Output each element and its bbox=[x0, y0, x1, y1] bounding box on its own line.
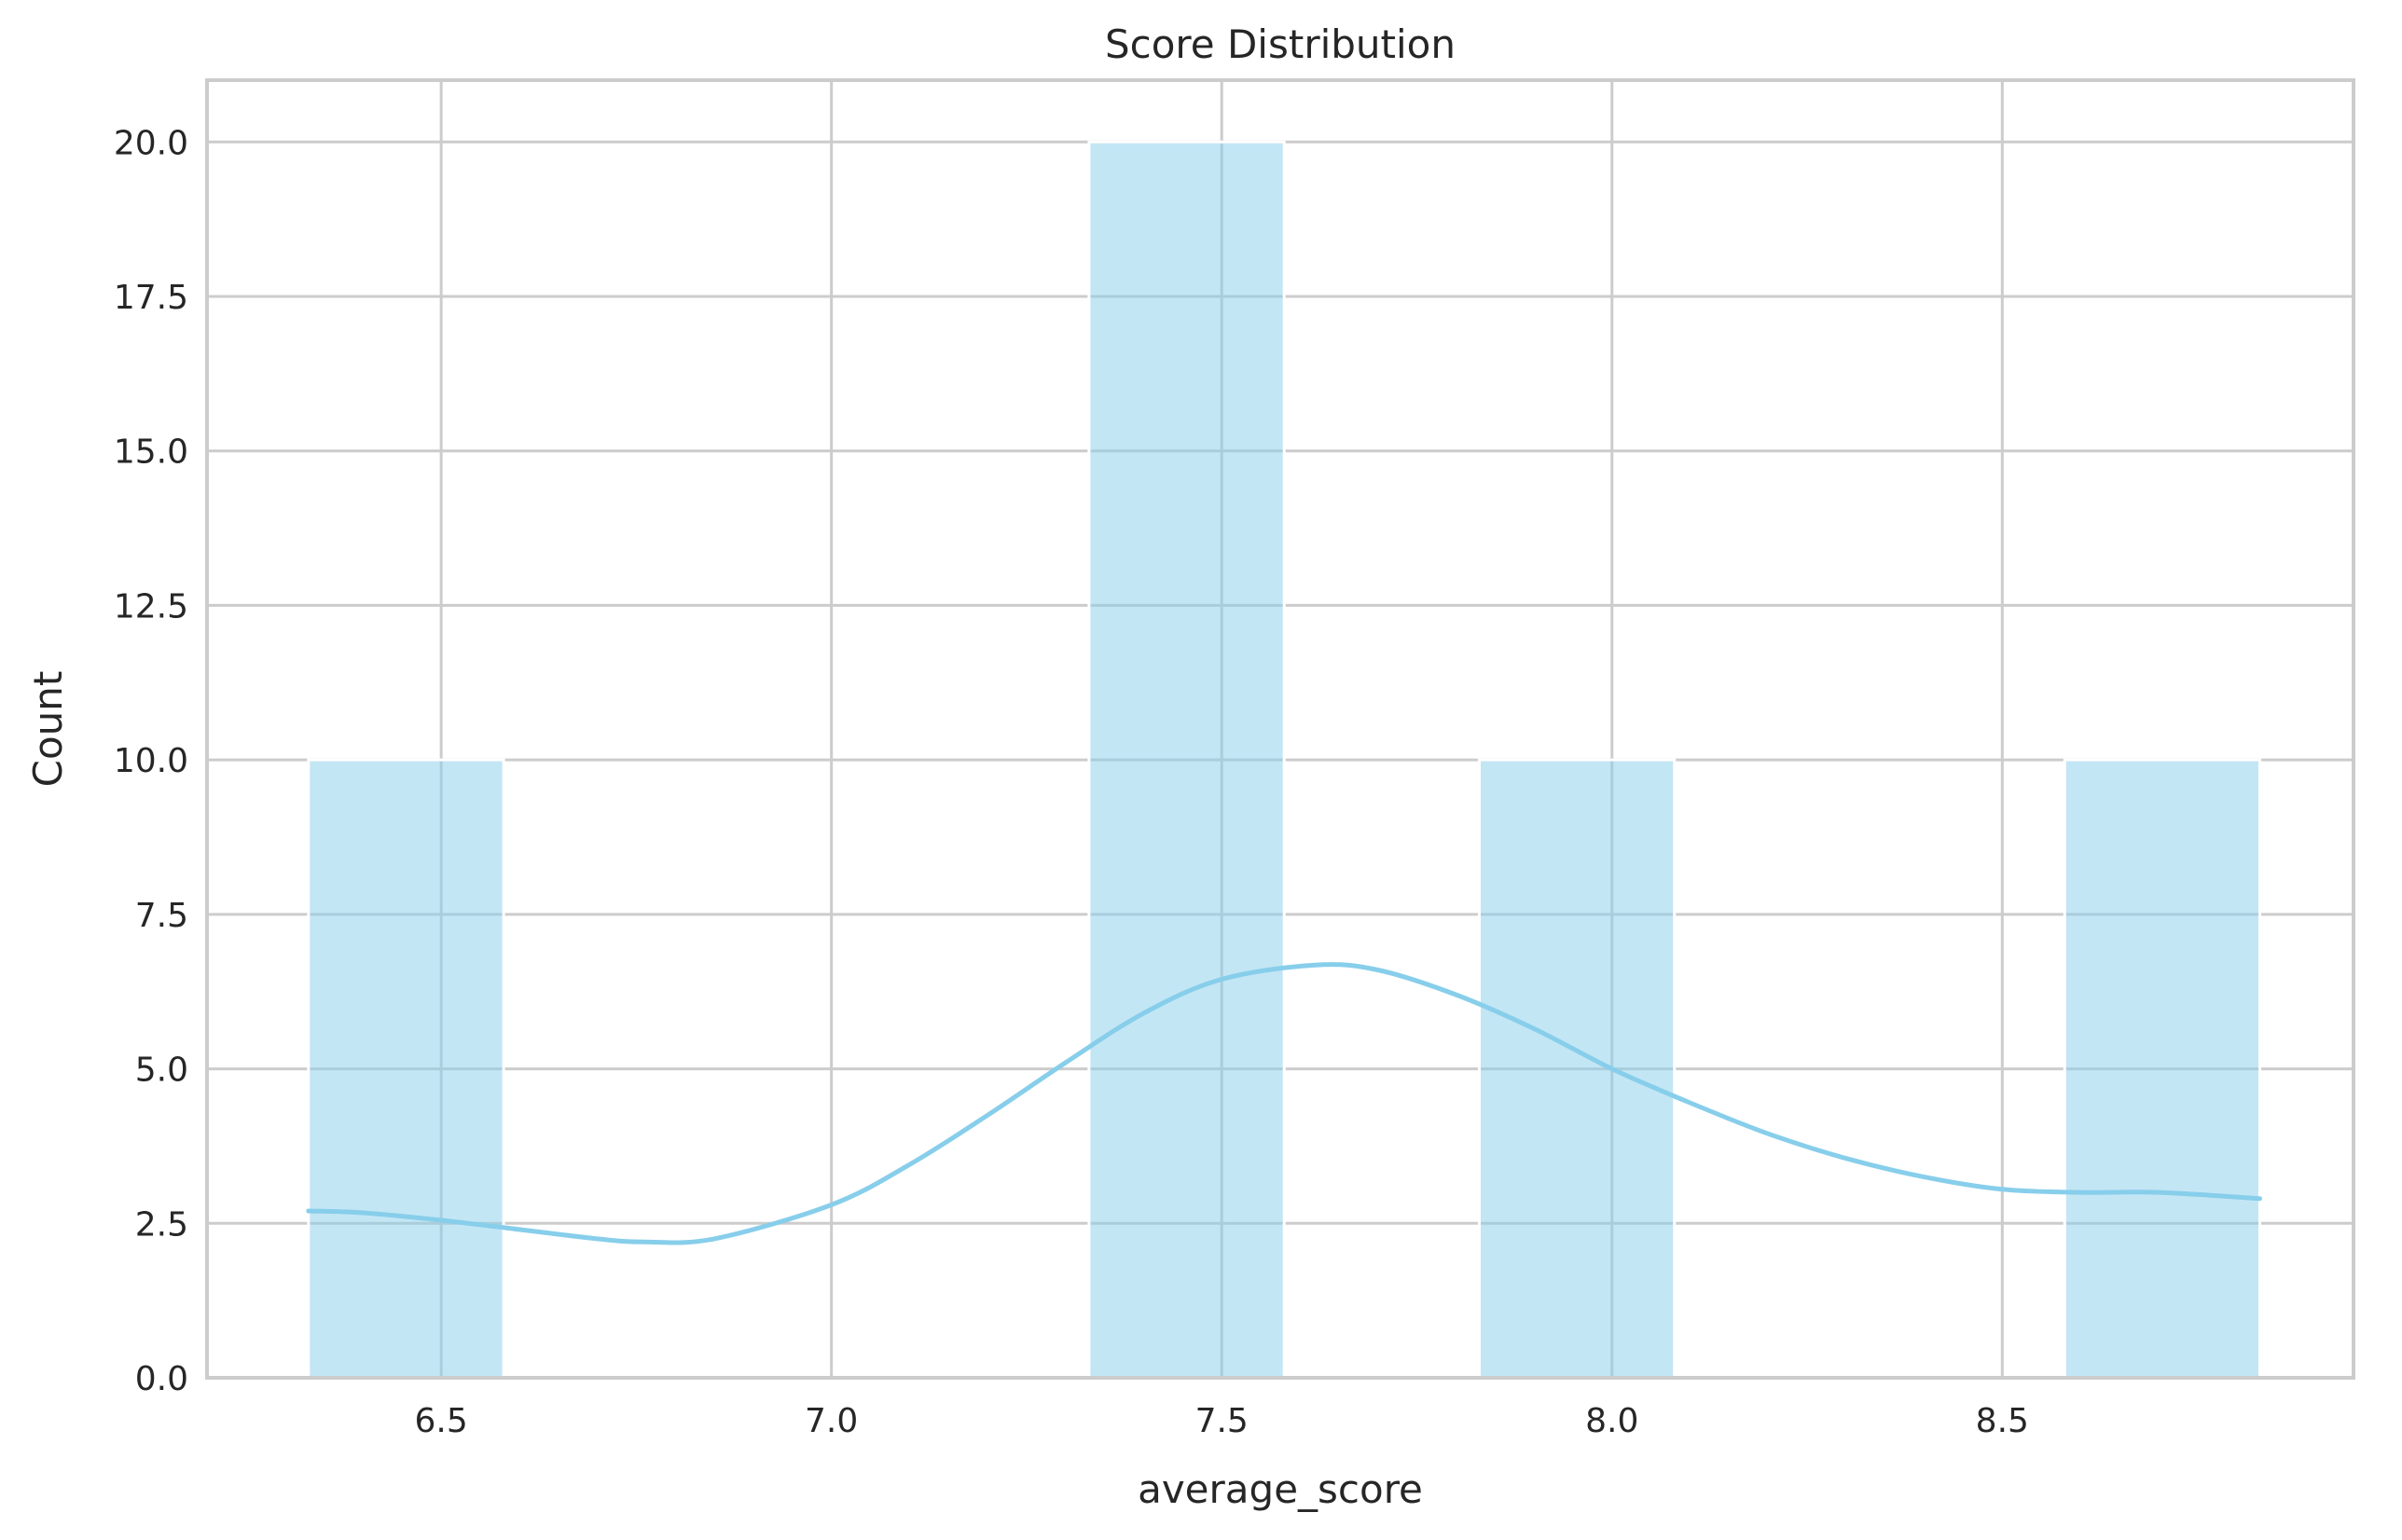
y-axis-label: Count bbox=[25, 671, 71, 788]
y-tick-label: 0.0 bbox=[135, 1360, 188, 1398]
y-tick-label: 15.0 bbox=[114, 433, 188, 472]
y-tick-labels: 0.0 2.5 5.0 7.5 10.0 12.5 15.0 17.5 20.0 bbox=[114, 124, 188, 1398]
kde-line bbox=[306, 962, 2262, 1245]
y-tick-label: 5.0 bbox=[135, 1052, 188, 1090]
y-tick-label: 20.0 bbox=[114, 124, 188, 162]
histogram-bars bbox=[307, 140, 2262, 1380]
y-tick-label: 7.5 bbox=[135, 897, 188, 935]
chart-title: Score Distribution bbox=[1105, 21, 1456, 67]
histogram-bar bbox=[307, 758, 505, 1380]
x-tick-label: 8.0 bbox=[1585, 1402, 1638, 1440]
histogram-bar bbox=[2063, 758, 2262, 1380]
histogram-bar bbox=[1477, 758, 1677, 1380]
x-tick-label: 8.5 bbox=[1976, 1402, 2029, 1440]
y-tick-label: 10.0 bbox=[114, 742, 188, 780]
x-tick-label: 7.0 bbox=[805, 1402, 858, 1440]
x-tick-label: 7.5 bbox=[1195, 1402, 1249, 1440]
kde-curve bbox=[306, 962, 2262, 1245]
y-tick-label: 12.5 bbox=[114, 587, 188, 626]
x-tick-label: 6.5 bbox=[414, 1402, 467, 1440]
axes-frame bbox=[205, 78, 2355, 1380]
x-axis-label: average_score bbox=[1138, 1466, 1423, 1512]
y-tick-label: 2.5 bbox=[135, 1205, 188, 1244]
x-tick-labels: 6.5 7.0 7.5 8.0 8.5 bbox=[414, 1402, 2028, 1440]
histogram-bar bbox=[1087, 140, 1286, 1380]
y-tick-label: 17.5 bbox=[114, 279, 188, 317]
